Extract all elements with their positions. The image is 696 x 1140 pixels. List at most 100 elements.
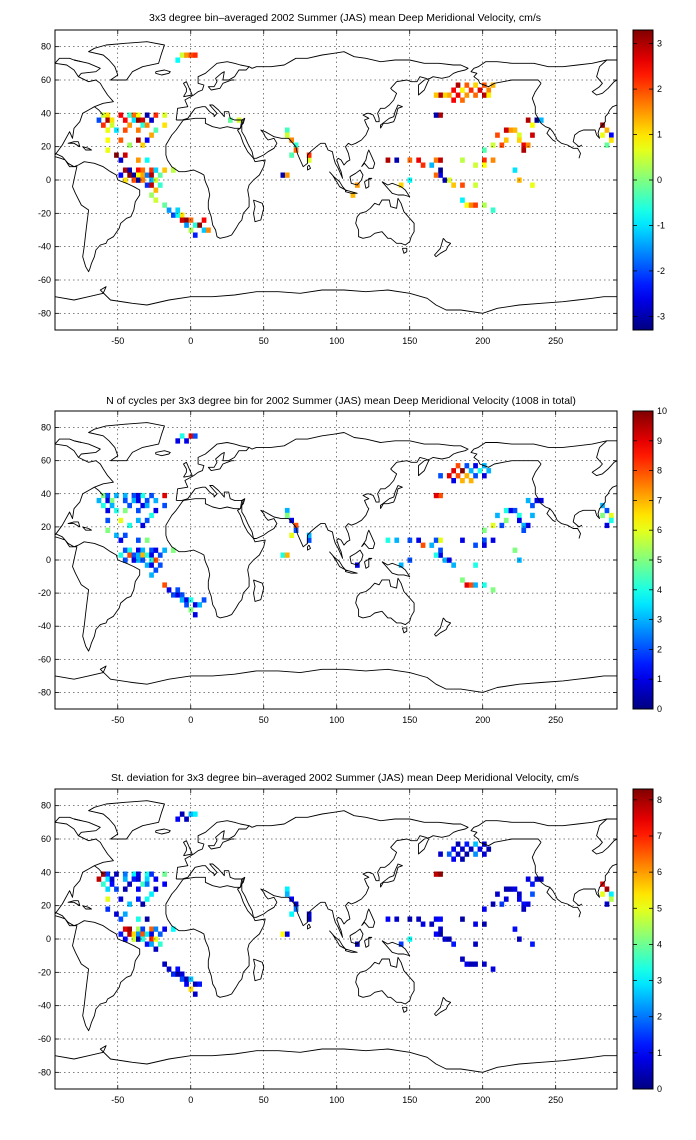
coastline xyxy=(55,152,141,273)
data-cell xyxy=(289,911,294,917)
data-cell xyxy=(114,532,119,538)
data-cell xyxy=(149,492,154,499)
data-cell xyxy=(473,582,478,588)
data-cell xyxy=(127,112,132,118)
coastline xyxy=(55,821,114,915)
colorbar-tick-label: 5 xyxy=(657,555,662,565)
data-cell xyxy=(460,97,465,103)
data-cell xyxy=(280,172,286,178)
coastline xyxy=(67,521,81,528)
data-cell xyxy=(538,876,544,882)
data-cell xyxy=(398,182,404,188)
data-cell xyxy=(438,552,443,558)
data-cell xyxy=(293,906,299,912)
data-cell xyxy=(460,157,465,163)
data-cell xyxy=(398,941,404,947)
data-cell xyxy=(521,147,527,153)
coastline xyxy=(434,238,452,258)
data-cell xyxy=(127,142,132,148)
y-tick-label: 20 xyxy=(41,901,51,911)
y-tick-label: -80 xyxy=(38,308,51,318)
coastline xyxy=(546,128,556,143)
data-cell xyxy=(153,187,159,193)
data-cell xyxy=(525,142,531,148)
data-cell xyxy=(127,881,132,887)
data-cell xyxy=(149,562,154,568)
data-cell xyxy=(468,202,474,208)
y-tick-label: 20 xyxy=(41,142,51,152)
data-cell xyxy=(140,502,146,509)
coastline xyxy=(175,61,250,121)
data-cell xyxy=(385,916,391,922)
x-tick-label: 100 xyxy=(329,336,344,346)
data-cell xyxy=(136,871,141,877)
x-tick-label: 50 xyxy=(259,336,269,346)
coastline xyxy=(253,579,265,602)
data-cell xyxy=(192,991,198,997)
data-cell xyxy=(490,966,496,972)
y-tick-label: 60 xyxy=(41,456,51,466)
data-cell xyxy=(350,192,356,198)
data-cell xyxy=(136,507,141,514)
data-cell xyxy=(477,87,483,93)
data-cell xyxy=(144,552,150,558)
coastline xyxy=(55,1045,617,1073)
data-cell xyxy=(609,891,614,897)
data-cell xyxy=(140,557,146,563)
data-cell xyxy=(118,931,124,937)
colorbar-tick-label: 8 xyxy=(657,466,662,476)
data-cell xyxy=(136,137,141,143)
data-cell xyxy=(512,507,518,514)
data-cell xyxy=(162,881,167,887)
data-cell xyxy=(122,492,128,499)
data-cell xyxy=(179,597,185,603)
data-cell xyxy=(530,132,535,138)
y-tick-label: -20 xyxy=(38,588,51,598)
data-cell xyxy=(490,207,496,213)
data-cell xyxy=(293,147,299,153)
data-cell xyxy=(438,537,443,543)
data-cell xyxy=(534,497,540,504)
data-cell xyxy=(460,577,465,583)
data-cell xyxy=(149,177,154,183)
data-cell xyxy=(149,512,154,519)
data-cell xyxy=(144,137,150,143)
data-cell xyxy=(442,92,448,98)
data-cell xyxy=(192,222,198,228)
coastline xyxy=(531,463,581,539)
data-cell xyxy=(184,976,189,982)
coastline xyxy=(345,189,358,194)
data-cell xyxy=(451,856,456,862)
data-cell xyxy=(105,497,111,504)
data-cell xyxy=(433,537,439,543)
data-cell xyxy=(442,557,448,563)
data-cell xyxy=(105,112,111,118)
data-cell xyxy=(136,537,141,543)
y-tick-label: 40 xyxy=(41,867,51,877)
data-cell xyxy=(153,112,159,118)
data-cell xyxy=(499,142,505,148)
data-cell xyxy=(482,921,487,927)
data-cell xyxy=(530,881,535,887)
data-cell xyxy=(486,468,492,474)
data-cell xyxy=(153,197,159,203)
data-cell xyxy=(438,167,443,173)
data-cell xyxy=(140,142,146,148)
coastline xyxy=(355,956,415,1005)
coastline xyxy=(175,820,250,880)
coastline xyxy=(531,83,581,159)
data-cell xyxy=(136,886,141,892)
coastline xyxy=(94,865,104,875)
data-cell xyxy=(153,507,159,514)
y-tick-label: -60 xyxy=(38,275,51,285)
data-cell xyxy=(122,911,128,917)
data-cell xyxy=(293,527,299,533)
coastline xyxy=(470,440,617,468)
data-cell xyxy=(153,127,159,133)
data-cell xyxy=(508,127,513,133)
data-cell xyxy=(144,871,150,877)
data-cell xyxy=(157,931,163,937)
data-cell xyxy=(136,557,141,563)
data-cell xyxy=(468,961,474,967)
data-cell xyxy=(140,167,146,173)
